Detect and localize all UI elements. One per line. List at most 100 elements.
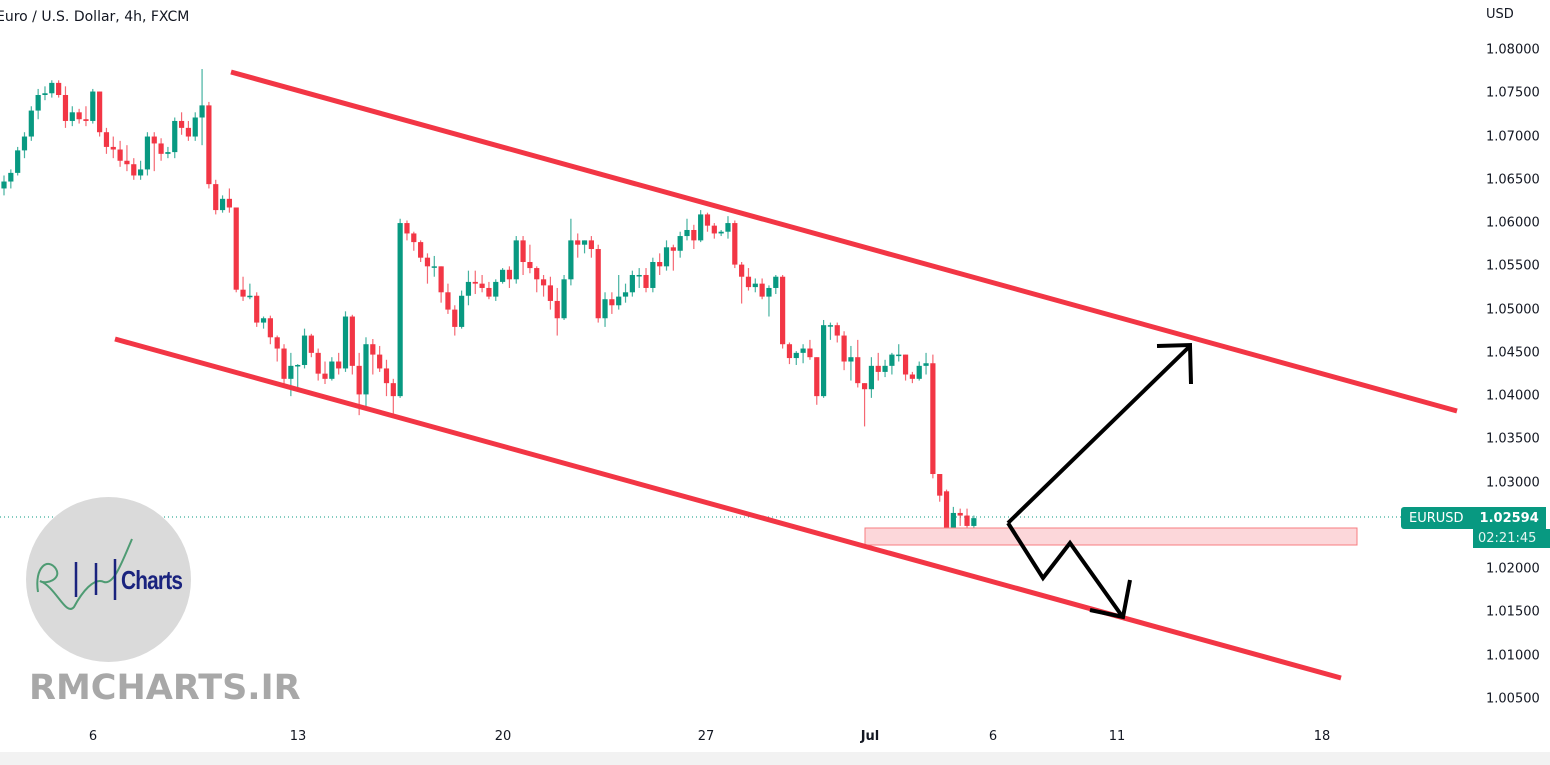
candle xyxy=(629,274,635,293)
candle xyxy=(943,491,950,531)
candle xyxy=(732,223,738,265)
candle xyxy=(138,169,144,176)
candle xyxy=(349,316,355,366)
candle xyxy=(711,225,717,234)
candle xyxy=(841,335,847,362)
candle xyxy=(35,94,41,111)
time-tick: 11 xyxy=(1108,729,1126,744)
candle xyxy=(178,120,185,128)
candle xyxy=(650,262,656,288)
candle xyxy=(609,299,615,306)
candle xyxy=(568,240,574,280)
candle xyxy=(206,105,212,185)
candle xyxy=(192,117,198,137)
symbol-label: EURUSD xyxy=(1409,510,1464,526)
candle xyxy=(670,247,676,251)
candle xyxy=(554,300,560,319)
candle xyxy=(739,264,745,277)
price-tick: 1.03000 xyxy=(1486,475,1540,491)
candle xyxy=(90,91,96,121)
candle xyxy=(547,285,553,301)
candle xyxy=(909,374,915,379)
bullish-arrow[interactable] xyxy=(1006,344,1192,525)
price-tick: 1.03500 xyxy=(1486,431,1540,447)
candle xyxy=(254,295,260,323)
candle xyxy=(800,348,806,353)
price-axis-unit: USD xyxy=(1486,7,1514,22)
candle xyxy=(657,262,663,267)
candle xyxy=(520,240,526,263)
time-tick: Jul xyxy=(860,729,880,744)
candle xyxy=(56,82,62,95)
candle xyxy=(527,262,533,269)
candle xyxy=(561,279,567,319)
candle xyxy=(165,152,171,154)
candle xyxy=(267,318,273,338)
candle xyxy=(916,365,922,379)
candle xyxy=(370,344,376,355)
candle xyxy=(308,335,314,353)
candle xyxy=(76,112,82,120)
bar-countdown: 02:21:45 xyxy=(1473,529,1550,548)
bullish-arrow-head-icon xyxy=(1156,342,1193,385)
candle xyxy=(861,383,868,390)
price-axis[interactable]: USD 1.08000 1.07500 1.07000 1.06500 1.06000 1… xyxy=(1480,0,1550,765)
candle xyxy=(431,266,437,268)
candle xyxy=(575,240,581,245)
candle xyxy=(288,365,294,379)
candle xyxy=(540,279,547,286)
candle xyxy=(322,373,328,379)
price-tick: 1.01500 xyxy=(1486,604,1540,620)
candle xyxy=(595,249,601,319)
candle xyxy=(486,287,492,297)
candle xyxy=(185,127,192,137)
time-axis[interactable]: 6 13 20 27 Jul 6 11 18 xyxy=(0,722,1550,752)
candle xyxy=(103,132,110,147)
time-tick: 13 xyxy=(289,729,307,744)
channel-upper-line[interactable] xyxy=(230,69,1458,414)
price-tick: 1.05000 xyxy=(1486,302,1540,318)
candle xyxy=(62,94,69,121)
candle xyxy=(759,283,765,297)
candle xyxy=(411,233,417,243)
support-zone[interactable] xyxy=(864,527,1358,546)
price-tick: 1.08000 xyxy=(1486,42,1540,58)
candle xyxy=(274,337,280,349)
candle xyxy=(452,309,458,327)
candle xyxy=(534,268,540,280)
candle xyxy=(199,105,205,118)
price-tick: 1.04000 xyxy=(1486,388,1540,404)
candle xyxy=(588,240,594,250)
time-tick: 20 xyxy=(494,729,512,744)
candle xyxy=(117,149,123,161)
candle xyxy=(622,292,629,297)
candle xyxy=(937,474,943,496)
candle xyxy=(704,214,711,226)
time-tick: 27 xyxy=(697,729,715,744)
candle xyxy=(438,266,444,293)
candle xyxy=(821,325,827,397)
candle xyxy=(158,143,164,154)
channel-lower-line[interactable] xyxy=(114,336,1342,681)
candle xyxy=(144,136,151,170)
candle xyxy=(219,198,226,211)
candle xyxy=(745,276,752,288)
candle xyxy=(356,365,362,395)
candle xyxy=(499,269,506,282)
candle xyxy=(418,242,424,258)
candle xyxy=(124,160,130,165)
chart-title: Euro / U.S. Dollar, 4h, FXCM xyxy=(0,9,190,25)
candle xyxy=(377,354,383,369)
price-chart[interactable] xyxy=(0,0,1480,722)
candle xyxy=(329,361,335,379)
candle xyxy=(83,119,89,121)
candle xyxy=(964,515,970,526)
candle xyxy=(971,518,977,526)
bearish-arrow[interactable] xyxy=(1006,521,1124,618)
candle xyxy=(513,240,519,280)
candle xyxy=(643,274,649,288)
candle xyxy=(172,120,178,153)
candle xyxy=(691,229,697,241)
time-tick: 6 xyxy=(988,729,998,744)
candle xyxy=(848,357,854,362)
